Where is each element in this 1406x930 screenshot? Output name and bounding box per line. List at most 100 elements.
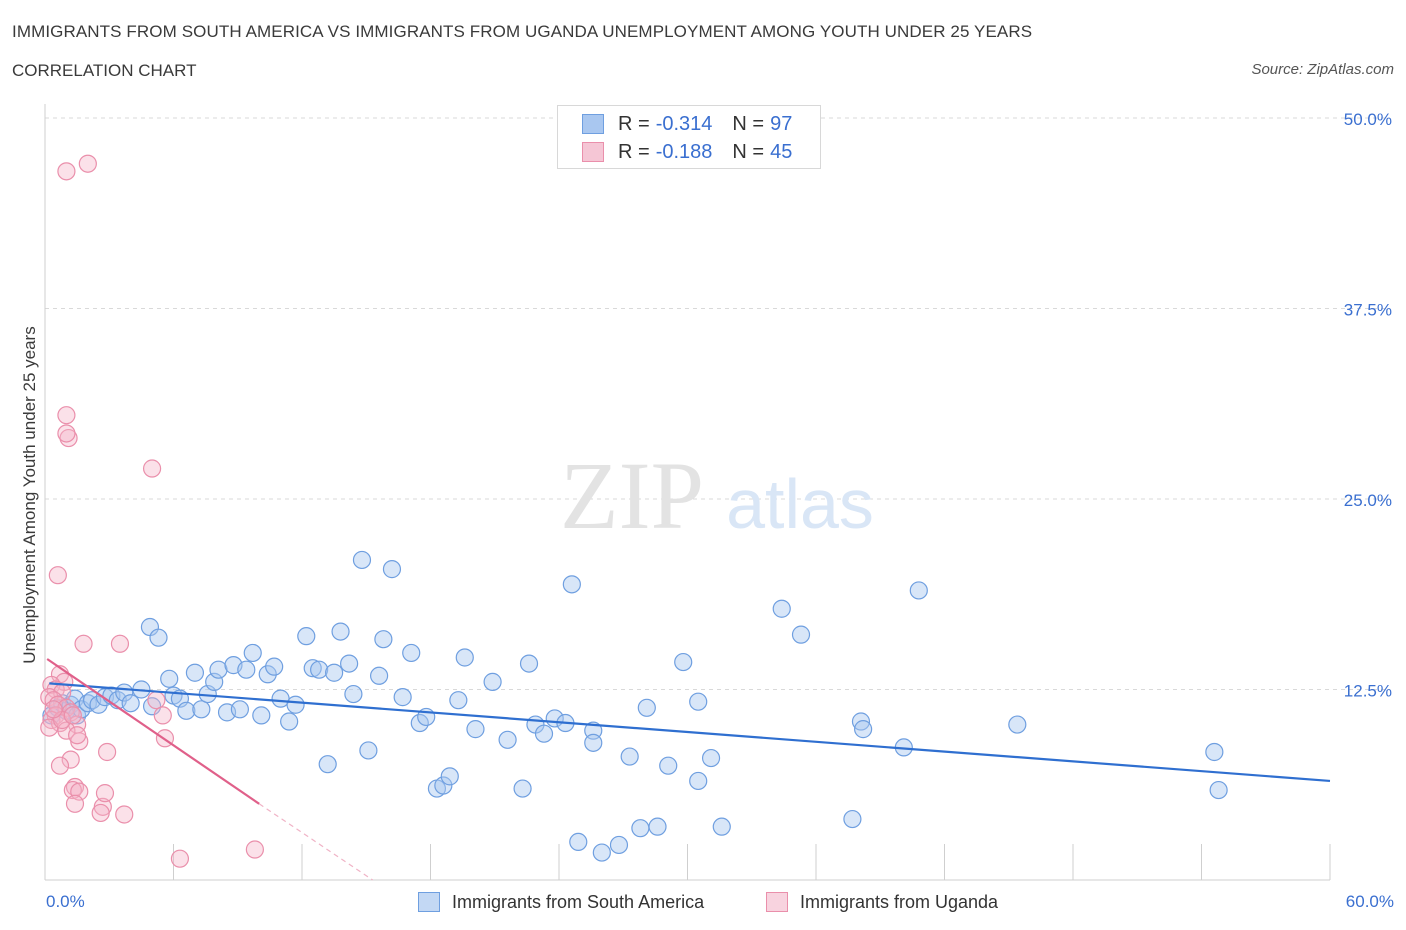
scatter-point-uganda [91, 803, 110, 823]
scatter-point-south-america [513, 779, 532, 798]
chart-subtitle: CORRELATION CHART [12, 61, 197, 80]
source-label: Source: ZipAtlas.com [1251, 61, 1394, 78]
series-south-america-points [42, 550, 1228, 862]
legend-row-uganda: R = -0.188 N = 45 [582, 138, 792, 166]
scatter-point-south-america [712, 817, 731, 836]
scatter-point-south-america [659, 756, 678, 775]
watermark: ZIP atlas [560, 442, 874, 549]
scatter-point-south-america [280, 712, 299, 731]
scatter-point-uganda [50, 756, 70, 775]
scatter-point-south-america [851, 712, 871, 731]
scatter-point-south-america [310, 660, 329, 679]
watermark-atlas: atlas [726, 465, 874, 543]
bottom-legend-swatch-blue [418, 892, 440, 912]
scatter-point-south-america [185, 663, 205, 682]
scatter-point-uganda [68, 726, 87, 745]
scatter-point-south-america [237, 660, 256, 679]
scatter-point-uganda [78, 154, 97, 173]
scatter-point-south-america [177, 701, 196, 720]
scatter-point-uganda [63, 780, 82, 800]
scatter-point-south-america [374, 630, 393, 649]
trend-lines [46, 658, 1331, 881]
scatter-point-uganda [95, 784, 115, 803]
scatter-point-south-america [359, 741, 378, 760]
scatter-point-south-america [230, 700, 249, 719]
bottom-legend-uganda: Immigrants from Uganda [766, 890, 998, 914]
scatter-point-south-america [648, 817, 667, 836]
tick-labels: 12.5% 25.0% 37.5% 50.0% [1344, 110, 1392, 701]
scatter-point-uganda [57, 424, 76, 443]
scatter-point-south-america [631, 819, 650, 838]
scatter-point-south-america [402, 643, 421, 663]
scatter-point-uganda [115, 805, 134, 824]
scatter-point-south-america [160, 669, 179, 688]
legend-n-value: 45 [770, 140, 793, 163]
scatter-point-south-america [909, 581, 928, 600]
scatter-point-south-america [331, 622, 350, 641]
scatter-point-south-america [258, 665, 277, 684]
y-tick-label: 25.0% [1344, 491, 1392, 510]
scatter-point-south-america [498, 730, 517, 749]
scatter-point-south-america [620, 747, 639, 766]
scatter-point-uganda [110, 634, 130, 653]
scatter-point-south-america [854, 720, 873, 739]
scatter-point-south-america [449, 691, 468, 710]
scatter-point-south-america [340, 654, 359, 673]
bottom-legend-label: Immigrants from Uganda [800, 891, 999, 912]
y-tick-label: 12.5% [1344, 682, 1392, 701]
scatter-point-south-america [243, 643, 262, 663]
scatter-point-south-america [1209, 780, 1228, 800]
series-uganda-points [40, 154, 264, 868]
scatter-point-uganda [65, 794, 85, 813]
scatter-point-south-america [519, 654, 539, 673]
scatter-point-south-america [701, 748, 721, 768]
scatter-point-south-america [1008, 715, 1027, 734]
scatter-point-uganda [57, 406, 76, 425]
scatter-point-south-america [592, 843, 611, 862]
scatter-point-south-america [791, 625, 811, 644]
scatter-point-south-america [584, 733, 603, 752]
chart-title: IMMIGRANTS FROM SOUTH AMERICA VS IMMIGRA… [12, 22, 1033, 41]
scatter-point-south-america [382, 560, 402, 579]
scatter-point-south-america [209, 660, 228, 679]
scatter-point-south-america [434, 776, 453, 795]
scatter-point-south-america [370, 666, 389, 685]
scatter-point-south-america [534, 724, 554, 743]
legend-swatch-pink [582, 142, 604, 162]
scatter-point-south-america [440, 767, 459, 786]
scatter-point-south-america [483, 672, 502, 691]
bottom-legend-south-america: Immigrants from South America [418, 890, 704, 914]
y-tick-label: 50.0% [1344, 110, 1392, 129]
scatter-point-uganda [142, 459, 162, 478]
trend-line-south-america [49, 682, 1331, 783]
scatter-point-south-america [393, 688, 412, 707]
scatter-point-south-america [689, 771, 708, 791]
scatter-point-south-america [149, 628, 168, 647]
scatter-point-uganda [63, 706, 82, 725]
scatter-point-south-america [689, 692, 708, 711]
scatter-point-south-america [89, 695, 108, 714]
legend-n-label: N = [732, 112, 765, 135]
scatter-point-south-america [609, 835, 629, 855]
legend-r-value: -0.188 [655, 140, 713, 163]
gridlines [45, 117, 1390, 690]
scatter-point-uganda [44, 700, 63, 719]
legend-r-value: -0.314 [655, 112, 713, 135]
legend-r-label: R = [618, 112, 650, 135]
scatter-point-south-america [318, 755, 337, 774]
scatter-point-south-america [192, 700, 211, 719]
scatter-point-south-america [286, 695, 305, 714]
scatter-point-south-america [843, 809, 862, 829]
scatter-point-uganda [74, 634, 93, 653]
scatter-point-south-america [569, 832, 588, 852]
scatter-point-south-america [325, 663, 344, 682]
scatter-point-south-america [352, 550, 372, 570]
scatter-point-uganda [153, 706, 172, 725]
x-tick-label-min: 0.0% [46, 892, 85, 911]
legend-row-south-america: R = -0.314 N = 97 [582, 110, 792, 138]
correlation-legend: R = -0.314 N = 97 R = -0.188 N = 45 [557, 105, 821, 169]
scatter-point-south-america [297, 627, 316, 646]
bottom-legend-label: Immigrants from South America [452, 891, 705, 912]
scatter-point-south-america [455, 648, 474, 667]
